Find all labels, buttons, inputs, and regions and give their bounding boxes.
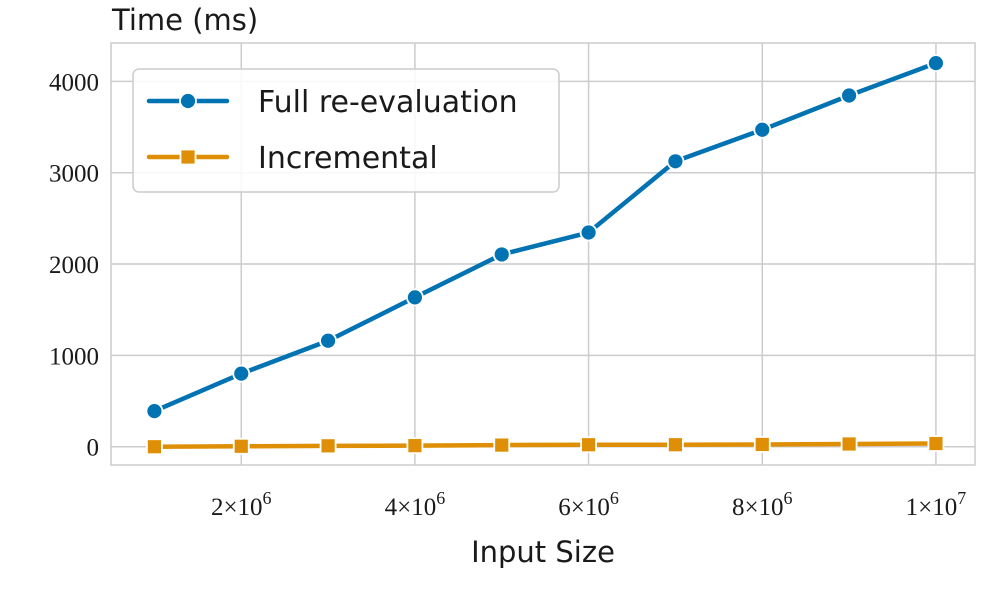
data-point [319, 331, 337, 350]
data-point [146, 438, 163, 456]
series-0 [145, 54, 945, 421]
data-point [927, 435, 945, 452]
series-line [152, 441, 939, 449]
data-point [493, 436, 511, 454]
x-tick-label: 8×106 [732, 488, 793, 521]
x-tick-label: 6×106 [558, 488, 619, 521]
legend-label: Incremental [258, 141, 438, 176]
x-axis-title: Input Size [471, 535, 615, 569]
series-1 [146, 435, 945, 456]
legend-box [132, 68, 560, 193]
legend-entry: Full re-evaluation [146, 85, 518, 120]
data-point [232, 437, 250, 455]
data-point [406, 288, 424, 307]
legend-label: Full re-evaluation [258, 85, 518, 120]
data-point [927, 54, 945, 72]
series-line [152, 60, 939, 414]
x-tick-label: 1×107 [906, 488, 967, 521]
legend-marker [179, 148, 197, 166]
y-tick-label: 1000 [49, 343, 99, 370]
y-tick-label: 3000 [49, 161, 99, 188]
data-point [406, 437, 424, 455]
legend-entry: Incremental [146, 141, 438, 176]
x-tick-labels: 2×106 4×106 6×106 8×106 1×107 [211, 488, 966, 521]
legend: Full re-evaluation Incremental [132, 68, 560, 193]
data-point [232, 364, 251, 383]
data-point [753, 436, 771, 453]
data-point [840, 435, 858, 453]
data-point [840, 86, 858, 105]
data-point [145, 402, 164, 421]
series-layer [145, 54, 945, 456]
y-axis-title: Time (ms) [111, 3, 258, 37]
y-tick-label: 0 [87, 435, 100, 462]
data-point [319, 437, 337, 455]
y-tick-labels: 0 1000 2000 3000 4000 [49, 69, 99, 461]
x-tick-label: 4×106 [385, 488, 446, 521]
data-point [580, 436, 597, 454]
data-point [579, 223, 598, 242]
legend-marker [179, 92, 197, 110]
data-point [753, 120, 772, 139]
data-point [667, 436, 684, 454]
data-point [666, 152, 685, 171]
y-tick-label: 2000 [49, 252, 99, 279]
data-point [492, 245, 511, 264]
y-tick-label: 4000 [49, 69, 99, 96]
x-tick-label: 2×106 [211, 488, 272, 521]
